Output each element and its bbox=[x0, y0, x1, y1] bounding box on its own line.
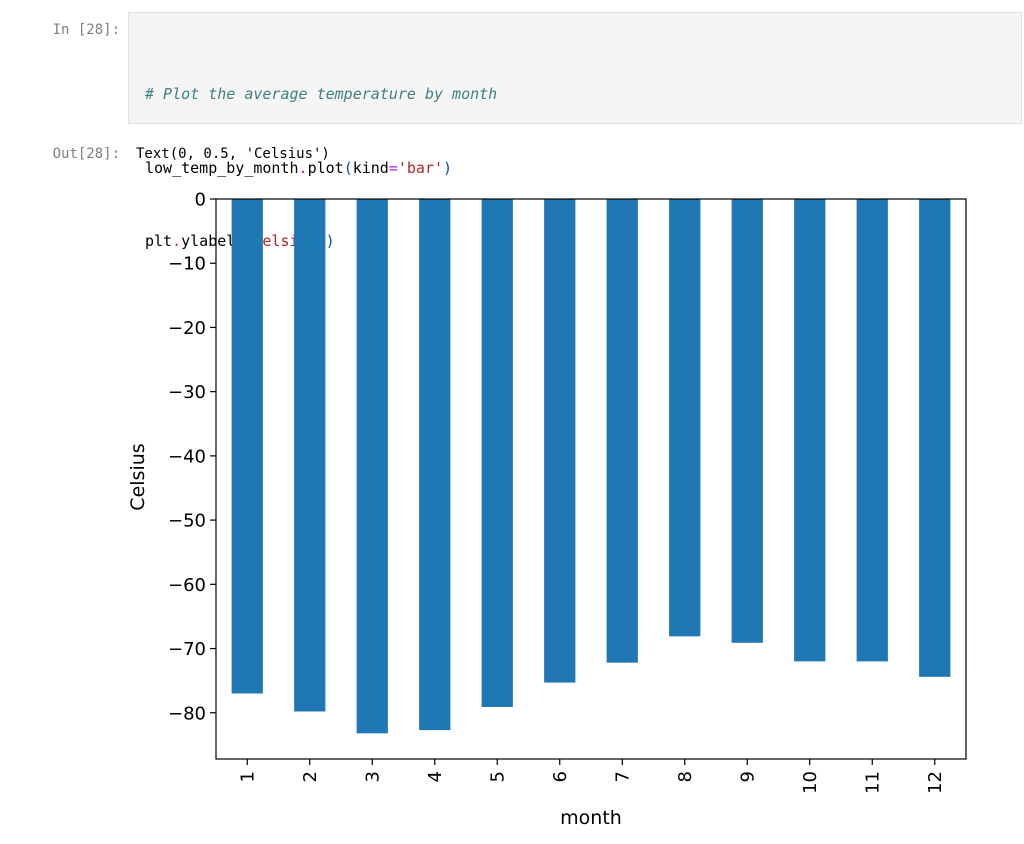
bar-month-9 bbox=[731, 199, 763, 643]
bar-month-3 bbox=[356, 199, 388, 734]
bar-month-11 bbox=[856, 199, 888, 662]
x-tick-label: 3 bbox=[362, 771, 383, 782]
x-tick-label: 8 bbox=[675, 771, 696, 782]
code-line-1: # Plot the average temperature by month bbox=[145, 82, 497, 107]
code-token-str: 'bar' bbox=[397, 158, 444, 177]
in-prompt: In [28]: bbox=[52, 22, 120, 38]
x-tick-label: 12 bbox=[925, 771, 946, 794]
bar-month-5 bbox=[481, 199, 513, 707]
y-tick-label: −80 bbox=[168, 703, 206, 724]
y-tick-label: −50 bbox=[168, 511, 206, 532]
code-line-3: plt.ylabel('Celsius') bbox=[145, 229, 497, 254]
code-token-eq: = bbox=[388, 158, 398, 177]
y-axis-ticks: 0 −10 −20 −30 −40 −50 −60 −70 −80 bbox=[168, 190, 216, 724]
bar-month-6 bbox=[544, 199, 576, 683]
bar-month-4 bbox=[419, 199, 451, 731]
plot-frame bbox=[215, 198, 967, 760]
y-tick-label: −70 bbox=[168, 639, 206, 660]
code-token-paren-close: ) bbox=[443, 158, 453, 177]
code-line-2: low_temp_by_month.plot(kind='bar') bbox=[145, 156, 497, 181]
code-token-dot: . bbox=[172, 232, 182, 250]
bars-group bbox=[231, 199, 951, 734]
code-token-method: plot bbox=[307, 158, 344, 177]
x-axis-ticks: 1 2 3 4 5 6 7 8 9 10 11 12 bbox=[237, 759, 946, 794]
code-editor[interactable]: # Plot the average temperature by month … bbox=[145, 33, 497, 303]
x-tick-label: 9 bbox=[737, 771, 758, 782]
bar-month-1 bbox=[231, 199, 263, 694]
x-axis-label: month bbox=[560, 807, 622, 829]
code-token-kw: kind bbox=[352, 158, 389, 177]
code-token-method: ylabel bbox=[181, 232, 236, 250]
x-tick-label: 11 bbox=[862, 771, 883, 794]
output-text: Text(0, 0.5, 'Celsius') bbox=[136, 146, 330, 162]
code-token-paren-close: ) bbox=[325, 232, 335, 250]
code-token-paren-open: ( bbox=[343, 158, 353, 177]
x-tick-label: 2 bbox=[300, 771, 321, 782]
x-tick-label: 4 bbox=[425, 771, 446, 782]
x-tick-label: 7 bbox=[612, 771, 633, 782]
x-tick-label: 1 bbox=[237, 771, 258, 782]
y-tick-label: 0 bbox=[195, 190, 206, 211]
code-token-obj: plt bbox=[145, 232, 173, 250]
code-token-obj: low_temp_by_month bbox=[145, 158, 299, 177]
out-prompt: Out[28]: bbox=[52, 146, 120, 162]
x-tick-label: 6 bbox=[550, 771, 571, 782]
bar-month-10 bbox=[794, 199, 826, 662]
y-axis-label: Celsius bbox=[127, 443, 149, 510]
bar-month-7 bbox=[606, 199, 638, 663]
y-tick-label: −30 bbox=[168, 382, 206, 403]
x-tick-label: 5 bbox=[487, 771, 508, 782]
bar-month-8 bbox=[669, 199, 701, 637]
code-token-dot: . bbox=[298, 158, 308, 177]
y-tick-label: −20 bbox=[168, 318, 206, 339]
bar-month-12 bbox=[919, 199, 951, 677]
code-comment: # Plot the average temperature by month bbox=[145, 85, 498, 103]
y-tick-label: −10 bbox=[168, 254, 206, 275]
x-tick-label: 10 bbox=[800, 771, 821, 794]
y-tick-label: −60 bbox=[168, 575, 206, 596]
y-tick-label: −40 bbox=[168, 446, 206, 467]
bar-month-2 bbox=[294, 199, 326, 712]
code-cell[interactable]: # Plot the average temperature by month … bbox=[128, 12, 1022, 250]
